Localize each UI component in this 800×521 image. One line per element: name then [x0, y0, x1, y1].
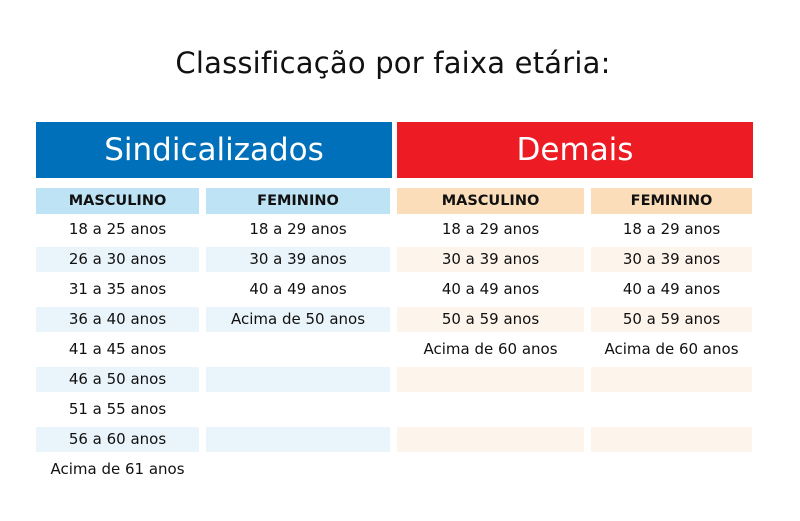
table-row: 40 a 49 anos	[591, 274, 752, 304]
table-row: 31 a 35 anos	[36, 274, 199, 304]
row-band	[591, 427, 752, 452]
age-range: 18 a 29 anos	[622, 220, 721, 238]
table-row: 50 a 59 anos	[591, 304, 752, 334]
age-range: 46 a 50 anos	[68, 370, 167, 388]
row-band	[36, 427, 199, 452]
row-band	[36, 367, 199, 392]
column-sindicalizados-masculino: MASCULINO 18 a 25 anos 26 a 30 anos 31 a 35…	[36, 188, 199, 484]
age-range: 36 a 40 anos	[68, 310, 167, 328]
age-range: 40 a 49 anos	[441, 280, 540, 298]
column-demais-masculino: MASCULINO 18 a 29 anos 30 a 39 anos 40 a 49…	[397, 188, 584, 454]
table-row: 41 a 45 anos	[36, 334, 199, 364]
age-range: 50 a 59 anos	[441, 310, 540, 328]
age-range: 41 a 45 anos	[68, 340, 167, 358]
column-header: FEMININO	[591, 188, 752, 214]
table-row: 18 a 29 anos	[397, 214, 584, 244]
row-band	[206, 247, 390, 272]
row-band	[591, 247, 752, 272]
row-band	[397, 247, 584, 272]
age-range: 40 a 49 anos	[622, 280, 721, 298]
table-row	[397, 364, 584, 394]
table-row: Acima de 61 anos	[36, 454, 199, 484]
table-row: Acima de 50 anos	[206, 304, 390, 334]
age-range: Acima de 50 anos	[230, 310, 366, 328]
row-band	[36, 247, 199, 272]
age-range: Acima de 61 anos	[50, 460, 185, 478]
age-range: 40 a 49 anos	[249, 280, 347, 298]
table-row	[591, 364, 752, 394]
age-range: 30 a 39 anos	[622, 250, 721, 268]
group-header-sindicalizados: Sindicalizados	[36, 122, 392, 178]
table-row: 30 a 39 anos	[206, 244, 390, 274]
age-range: 18 a 25 anos	[68, 220, 167, 238]
age-range: 51 a 55 anos	[68, 400, 167, 418]
row-band	[397, 307, 584, 332]
column-header: FEMININO	[206, 188, 390, 214]
row-band	[206, 427, 390, 452]
table-row: 56 a 60 anos	[36, 424, 199, 454]
age-range: 18 a 29 anos	[249, 220, 347, 238]
row-band	[591, 307, 752, 332]
column-header: MASCULINO	[397, 188, 584, 214]
table-row	[206, 424, 390, 454]
table-row	[206, 364, 390, 394]
row-band	[397, 367, 584, 392]
age-range: 50 a 59 anos	[622, 310, 721, 328]
table-row	[397, 424, 584, 454]
column-demais-feminino: FEMININO 18 a 29 anos 30 a 39 anos 40 a 49 …	[591, 188, 752, 454]
table-row: 30 a 39 anos	[397, 244, 584, 274]
table-row	[397, 394, 584, 424]
page-title: Classificação por faixa etária:	[175, 46, 611, 80]
table-row: 26 a 30 anos	[36, 244, 199, 274]
row-band	[591, 367, 752, 392]
table-row	[591, 394, 752, 424]
age-range: 56 a 60 anos	[68, 430, 167, 448]
table-row	[591, 424, 752, 454]
age-range: 18 a 29 anos	[441, 220, 540, 238]
table-row: 36 a 40 anos	[36, 304, 199, 334]
row-band	[36, 307, 199, 332]
age-range: 31 a 35 anos	[68, 280, 167, 298]
column-sindicalizados-feminino: FEMININO 18 a 29 anos 30 a 39 anos 40 a 49 …	[206, 188, 390, 454]
table-row: 51 a 55 anos	[36, 394, 199, 424]
row-band	[206, 307, 390, 332]
age-range: 30 a 39 anos	[249, 250, 347, 268]
table-row: 18 a 25 anos	[36, 214, 199, 244]
table-row: Acima de 60 anos	[397, 334, 584, 364]
table-row: 40 a 49 anos	[206, 274, 390, 304]
column-header: MASCULINO	[36, 188, 199, 214]
table-row: 46 a 50 anos	[36, 364, 199, 394]
table-row: Acima de 60 anos	[591, 334, 752, 364]
row-band	[206, 367, 390, 392]
age-range: Acima de 60 anos	[604, 340, 739, 358]
table-row: 50 a 59 anos	[397, 304, 584, 334]
table-row: 30 a 39 anos	[591, 244, 752, 274]
table-row: 40 a 49 anos	[397, 274, 584, 304]
age-range: Acima de 60 anos	[423, 340, 558, 358]
table-row: 18 a 29 anos	[206, 214, 390, 244]
table-row	[206, 394, 390, 424]
group-header-demais: Demais	[397, 122, 753, 178]
table-row: 18 a 29 anos	[591, 214, 752, 244]
age-range: 26 a 30 anos	[68, 250, 167, 268]
age-range: 30 a 39 anos	[441, 250, 540, 268]
table-row	[206, 334, 390, 364]
row-band	[397, 427, 584, 452]
